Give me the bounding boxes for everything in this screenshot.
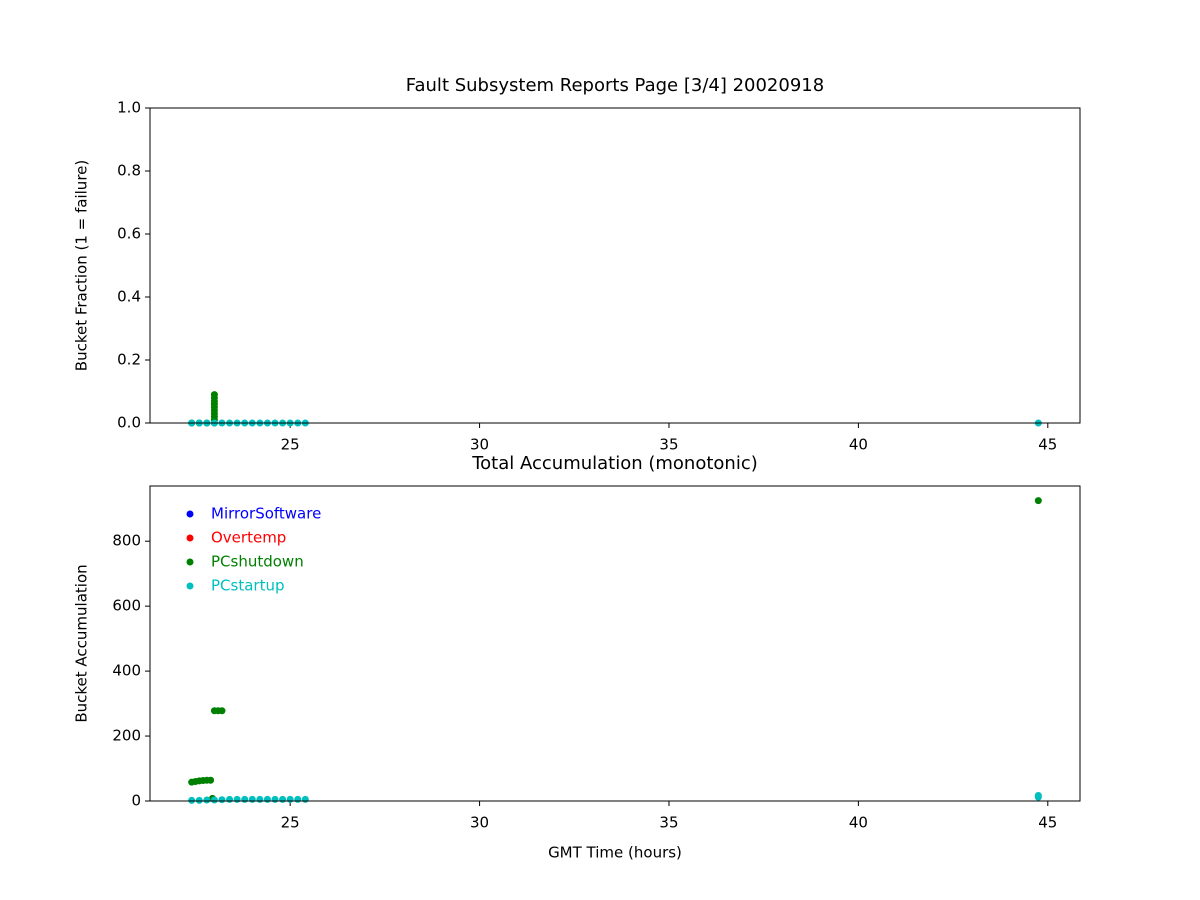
data-point — [286, 795, 294, 803]
axes-frame — [149, 107, 1081, 424]
data-point — [301, 795, 309, 803]
data-point — [248, 795, 256, 803]
y-tick-label: 0.8 — [117, 162, 141, 180]
legend-marker — [186, 582, 194, 590]
y-axis-label: Bucket Fraction (1 = failure) — [73, 160, 91, 371]
data-point — [263, 795, 271, 803]
x-tick-label: 25 — [281, 436, 300, 454]
x-tick-label: 35 — [659, 436, 678, 454]
y-tick-label: 800 — [112, 532, 141, 550]
chart-title: Fault Subsystem Reports Page [3/4] 20020… — [406, 75, 824, 96]
axes-frame — [149, 485, 1081, 802]
data-point — [226, 795, 234, 803]
legend-label: PCstartup — [211, 577, 284, 595]
y-axis-label: Bucket Accumulation — [73, 564, 91, 722]
x-tick-label: 25 — [281, 814, 300, 832]
legend-label: PCshutdown — [211, 553, 304, 571]
y-tick-label: 0.6 — [117, 225, 141, 243]
x-tick-label: 45 — [1038, 436, 1057, 454]
data-point — [203, 796, 211, 804]
data-point — [256, 795, 264, 803]
x-tick-label: 30 — [470, 814, 489, 832]
y-tick-label: 400 — [112, 662, 141, 680]
y-tick-label: 0.4 — [117, 288, 141, 306]
legend-label: Overtemp — [211, 529, 286, 547]
legend-label: MirrorSoftware — [211, 505, 321, 523]
x-tick-label: 35 — [659, 814, 678, 832]
y-tick-label: 200 — [112, 727, 141, 745]
data-point — [241, 795, 249, 803]
data-point — [294, 795, 302, 803]
y-tick-label: 600 — [112, 597, 141, 615]
x-tick-label: 30 — [470, 436, 489, 454]
data-point — [207, 776, 215, 784]
data-point — [1034, 791, 1042, 799]
data-point — [218, 796, 226, 804]
x-tick-label: 40 — [849, 814, 868, 832]
data-point — [233, 795, 241, 803]
data-point — [1034, 497, 1042, 505]
y-tick-label: 1.0 — [117, 99, 141, 117]
x-tick-label: 40 — [849, 436, 868, 454]
data-point — [195, 796, 203, 804]
data-point — [210, 796, 218, 804]
legend-marker — [186, 510, 194, 518]
data-point — [210, 391, 218, 399]
legend-marker — [186, 558, 194, 566]
chart-title: Total Accumulation (monotonic) — [471, 453, 758, 474]
data-point — [218, 707, 226, 715]
y-tick-label: 0 — [131, 792, 141, 810]
x-axis-label: GMT Time (hours) — [548, 844, 682, 862]
x-tick-label: 45 — [1038, 814, 1057, 832]
y-tick-label: 0.2 — [117, 351, 141, 369]
legend-marker — [186, 534, 194, 542]
y-tick-label: 0.0 — [117, 414, 141, 432]
data-point — [279, 795, 287, 803]
data-point — [271, 795, 279, 803]
data-point — [188, 796, 196, 804]
